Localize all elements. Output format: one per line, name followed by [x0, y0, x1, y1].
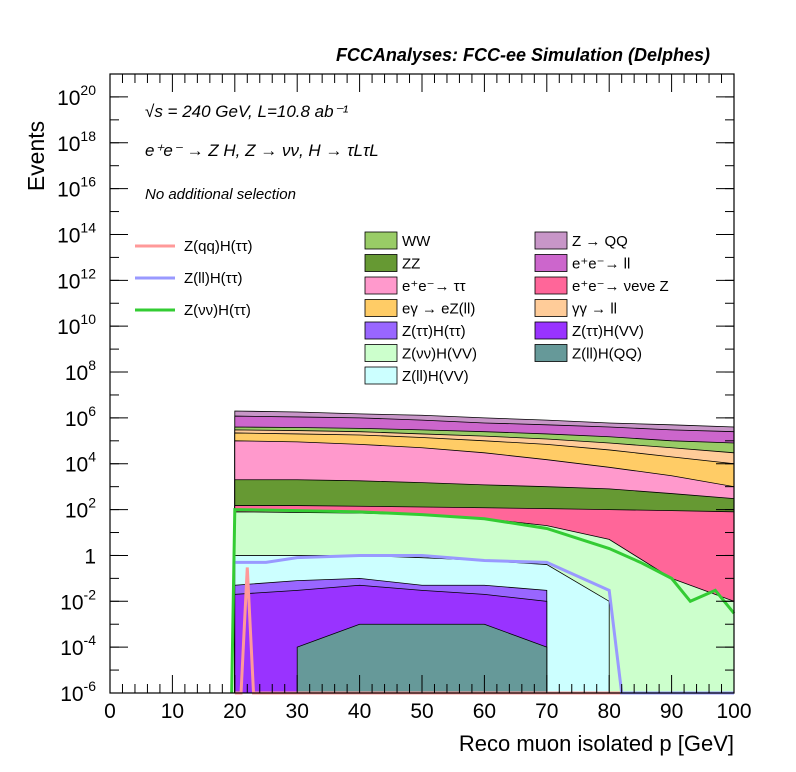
legend-label: Z(ll)H(QQ)	[572, 346, 642, 363]
x-tick-label: 30	[286, 700, 309, 723]
legend-signal-label: Z(qq)H(ττ)	[184, 238, 253, 255]
selection-annotation: No additional selection	[145, 186, 296, 203]
x-axis-label: Reco muon isolated p [GeV]	[459, 731, 734, 756]
x-tick-label: 10	[161, 700, 184, 723]
legend-label: e⁺e⁻→ νeνe Z	[572, 278, 669, 295]
x-tick-label: 20	[223, 700, 246, 723]
x-tick-label: 40	[348, 700, 371, 723]
legend-label: Z(ττ)H(VV)	[572, 323, 644, 340]
legend-swatch	[534, 231, 568, 250]
y-tick-label: 1020	[57, 82, 96, 110]
y-tick-label: 1	[84, 545, 96, 568]
y-tick-label: 1010	[57, 311, 96, 339]
legend-label: Z(ττ)H(ττ)	[402, 323, 466, 340]
legend-swatch	[364, 321, 398, 340]
legend-label: e⁺e⁻→ ll	[572, 256, 630, 273]
legend-swatch	[364, 366, 398, 385]
legend-swatch	[364, 231, 398, 250]
y-tick-label: 1014	[57, 219, 96, 247]
y-tick-label: 10-6	[60, 678, 96, 706]
chart-title: FCCAnalyses: FCC-ee Simulation (Delphes)	[336, 45, 710, 65]
legend-label: γγ → ll	[572, 301, 617, 318]
x-tick-label: 90	[660, 700, 683, 723]
legend-swatch	[364, 344, 398, 362]
energy-annotation: √s = 240 GeV, L=10.8 ab⁻¹	[145, 102, 349, 121]
legend-label: Z(ll)H(VV)	[402, 368, 469, 385]
y-tick-label: 10-4	[60, 632, 96, 660]
y-axis-label: Events	[23, 121, 49, 191]
x-tick-label: 100	[716, 700, 751, 723]
legend-swatch	[534, 321, 568, 340]
legend-swatch	[534, 344, 568, 362]
legend-label: WW	[402, 233, 431, 250]
legend-signal-label: Z(ll)H(ττ)	[184, 270, 243, 287]
legend-swatch	[364, 276, 398, 295]
legend-label: e⁺e⁻→ ττ	[402, 278, 466, 295]
legend-swatch	[534, 254, 568, 272]
x-tick-label: 0	[104, 700, 116, 723]
y-tick-label: 102	[65, 495, 96, 523]
legend-signal-label: Z(νν)H(ττ)	[184, 302, 251, 319]
x-tick-label: 60	[473, 700, 496, 723]
x-tick-label: 70	[535, 700, 558, 723]
plot-area	[230, 410, 736, 695]
legend: Z(qq)H(ττ) Z(ll)H(ττ) Z(νν)H(ττ) WW ZZ e⁺e⁻→ …	[135, 231, 669, 385]
legend-swatch	[534, 299, 568, 317]
x-tick-label: 50	[410, 700, 433, 723]
y-tick-label: 108	[65, 357, 96, 385]
y-tick-label: 10-2	[60, 586, 96, 614]
y-tick-label: 1012	[57, 265, 96, 293]
legend-label: Z(νν)H(VV)	[402, 346, 477, 363]
axes: 0 10 20 30 40 50 60 70 80 90 10010-610-410-2110210…	[57, 73, 752, 723]
y-tick-label: 1016	[57, 174, 96, 202]
legend-label: eγ → eZ(ll)	[402, 301, 475, 318]
legend-swatch	[534, 276, 568, 295]
legend-label: ZZ	[402, 256, 420, 273]
signal-line-1	[234, 553, 734, 695]
legend-swatch	[364, 254, 398, 272]
y-tick-label: 106	[65, 403, 96, 431]
signal-line-2	[230, 508, 736, 694]
legend-label: Z → QQ	[572, 233, 628, 250]
legend-swatch	[364, 299, 398, 317]
y-tick-label: 1018	[57, 128, 96, 156]
x-tick-label: 80	[598, 700, 621, 723]
process-annotation: e⁺e⁻ → Z H, Z → νν, H → τLτL	[145, 141, 379, 160]
y-tick-label: 104	[65, 449, 96, 477]
